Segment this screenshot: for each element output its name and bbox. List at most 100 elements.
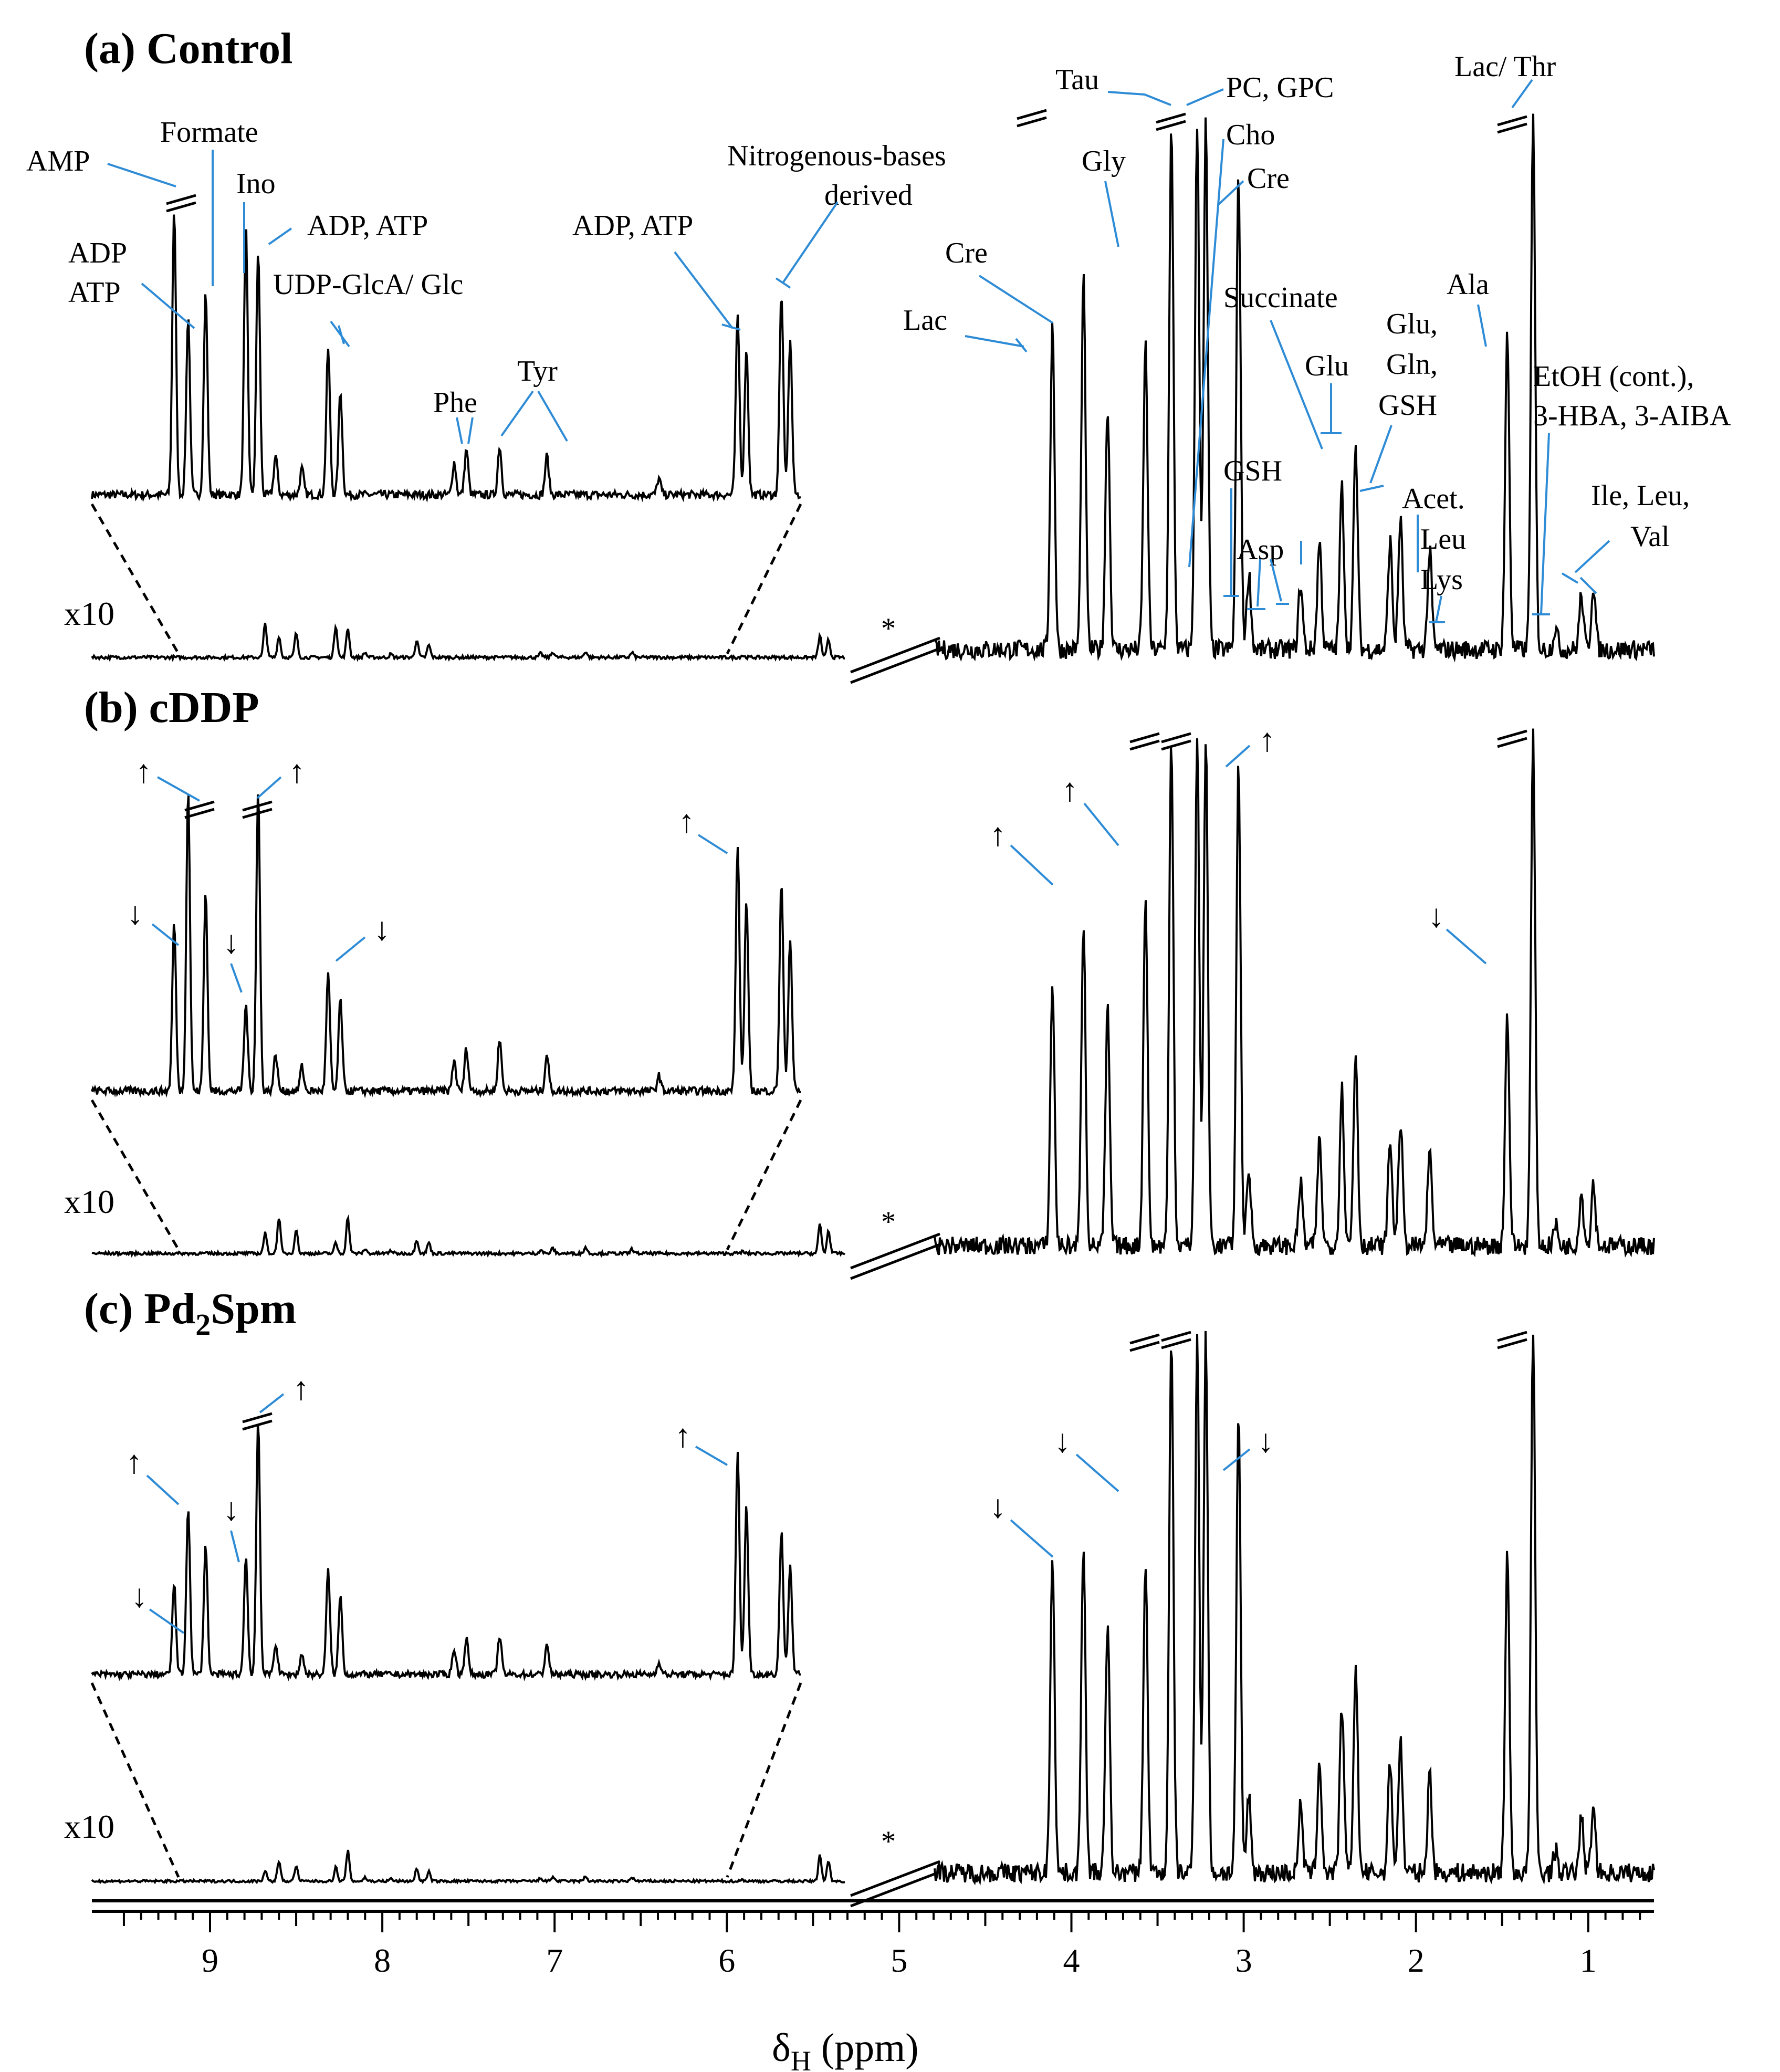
arrow-c-6: ↓ xyxy=(990,1489,1006,1525)
label-gsh-2: GSH xyxy=(1223,455,1282,487)
label-lac-thr: Lac/ Thr xyxy=(1454,50,1556,83)
arrow-c-3: ↓ xyxy=(131,1578,148,1614)
panel-title-b: (b) cDDP xyxy=(84,683,259,732)
aromatic-region-0 xyxy=(91,622,845,662)
axis-break-2-1 xyxy=(850,1243,940,1280)
axis-break-1-0 xyxy=(850,636,940,674)
zoom-connector-left-1 xyxy=(90,1099,180,1251)
truncation-mark xyxy=(1017,116,1047,128)
x-axis-label: δH (ppm) xyxy=(772,2026,919,2072)
label-cho: Cho xyxy=(1226,119,1275,151)
label-lac: Lac xyxy=(903,304,947,337)
label-3hba: 3-HBA, 3-AIBA xyxy=(1533,400,1731,432)
solvent-mark-c: * xyxy=(881,1825,896,1858)
label-glu: Glu xyxy=(1305,350,1349,382)
label-tyr: Tyr xyxy=(517,355,558,388)
arrow-b-5: ↓ xyxy=(374,912,390,947)
arrow-c-7: ↓ xyxy=(1054,1424,1071,1459)
truncation-mark xyxy=(1129,1341,1160,1352)
label-nitro-2: derived xyxy=(824,179,913,212)
label-udp: UDP-GlcA/ Glc xyxy=(273,268,463,301)
solvent-mark-b: * xyxy=(881,1206,896,1238)
truncation-mark xyxy=(1156,112,1186,124)
arrow-b-7: ↑ xyxy=(990,817,1006,853)
tick-label: 9 xyxy=(202,1942,218,1979)
zoom-connector-right-0 xyxy=(726,503,802,655)
truncation-mark xyxy=(1161,1331,1191,1342)
truncation-mark xyxy=(166,201,196,213)
axis-break-1-2 xyxy=(850,1860,940,1897)
truncation-mark xyxy=(1497,729,1527,741)
truncation-mark xyxy=(242,808,273,819)
label-cre-2: Cre xyxy=(945,237,988,269)
truncation-mark xyxy=(166,194,196,205)
inset-spectrum-0 xyxy=(91,214,801,503)
aromatic-region-2 xyxy=(91,1849,845,1885)
label-tau: Tau xyxy=(1055,64,1099,96)
arrow-c-1: ↑ xyxy=(126,1445,142,1480)
label-gsh-1: GSH xyxy=(1378,389,1437,422)
truncation-mark xyxy=(1161,739,1191,751)
aliphatic-spectrum-0 xyxy=(934,113,1655,663)
truncation-mark xyxy=(184,800,215,812)
truncation-mark xyxy=(1497,1338,1527,1349)
panel-0 xyxy=(90,113,1655,684)
aromatic-region-1 xyxy=(91,1214,845,1258)
arrow-c-4: ↓ xyxy=(223,1492,239,1527)
axis-break-1-1 xyxy=(850,1232,940,1270)
arrow-c-8: ↓ xyxy=(1258,1424,1274,1459)
label-val: Val xyxy=(1630,520,1670,553)
label-succinate: Succinate xyxy=(1223,281,1338,314)
tick-label: 5 xyxy=(891,1942,907,1979)
label-pc-gpc: PC, GPC xyxy=(1226,71,1334,104)
truncation-mark xyxy=(1156,120,1186,131)
solvent-mark-a: * xyxy=(881,612,896,645)
arrow-b-4: ↓ xyxy=(223,925,239,960)
label-ino: Ino xyxy=(236,168,276,200)
arrow-b-2: ↑ xyxy=(289,754,305,790)
label-glu-2: Glu, xyxy=(1386,308,1438,340)
label-lys: Lys xyxy=(1420,563,1463,596)
tick-label: 4 xyxy=(1063,1942,1080,1979)
tick-label: 8 xyxy=(374,1942,391,1979)
label-ala: Ala xyxy=(1447,268,1489,301)
truncation-mark xyxy=(1129,739,1160,751)
aliphatic-spectrum-2 xyxy=(934,1331,1655,1886)
label-adp-atp-1: ADP, ATP xyxy=(307,210,428,242)
truncation-mark xyxy=(242,800,273,812)
label-phe: Phe xyxy=(433,386,477,419)
truncation-mark xyxy=(184,808,215,819)
tick-label: 3 xyxy=(1235,1942,1252,1979)
tick-label: 1 xyxy=(1580,1942,1597,1979)
arrow-b-9: ↑ xyxy=(1259,723,1275,758)
truncation-mark xyxy=(1017,109,1047,120)
magnification-label-c: x10 xyxy=(64,1808,114,1845)
spectra-panels xyxy=(90,109,1655,1908)
arrow-b-3: ↓ xyxy=(127,896,143,932)
truncation-mark xyxy=(1497,115,1527,127)
zoom-connector-right-1 xyxy=(726,1099,802,1251)
label-amp: AMP xyxy=(26,145,90,177)
axis-break-2-0 xyxy=(850,647,940,684)
label-leu: Leu xyxy=(1420,523,1466,556)
annotations-a: AMP Formate Ino ADP, ATP ADP ATP UDP-Glc… xyxy=(26,50,1731,596)
truncation-mark xyxy=(1161,732,1191,744)
tick-label: 6 xyxy=(718,1942,735,1979)
inset-spectrum-2 xyxy=(91,1424,801,1681)
truncation-mark xyxy=(1129,1333,1160,1345)
panel-title-a: (a) Control xyxy=(84,24,292,73)
zoom-connector-right-2 xyxy=(726,1682,802,1878)
arrows-c: ↑ ↑ ↓ ↓ ↑ ↓ ↓ ↓ xyxy=(126,1371,1274,1614)
label-adp: ADP xyxy=(68,237,127,269)
zoom-connector-left-2 xyxy=(90,1682,180,1878)
annotation-leader-lines xyxy=(107,79,1610,1634)
panel-1 xyxy=(90,728,1655,1280)
label-gly: Gly xyxy=(1082,145,1126,177)
label-adp-atp-2: ADP, ATP xyxy=(572,210,693,242)
arrow-b-6: ↑ xyxy=(678,804,695,840)
tick-label: 2 xyxy=(1408,1942,1425,1979)
arrow-b-8: ↑ xyxy=(1062,772,1078,808)
aliphatic-spectrum-1 xyxy=(934,728,1655,1258)
tick-label: 7 xyxy=(546,1942,563,1979)
